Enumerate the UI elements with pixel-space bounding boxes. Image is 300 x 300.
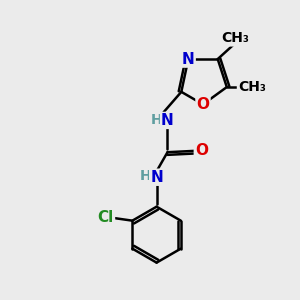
Text: O: O (195, 143, 208, 158)
Text: N: N (150, 170, 163, 185)
Text: N: N (161, 113, 174, 128)
Text: O: O (196, 97, 209, 112)
Text: N: N (182, 52, 195, 67)
Text: H: H (140, 169, 151, 183)
Text: CH₃: CH₃ (221, 32, 249, 46)
Text: Cl: Cl (98, 210, 114, 225)
Text: H: H (151, 113, 162, 127)
Text: CH₃: CH₃ (238, 80, 266, 94)
